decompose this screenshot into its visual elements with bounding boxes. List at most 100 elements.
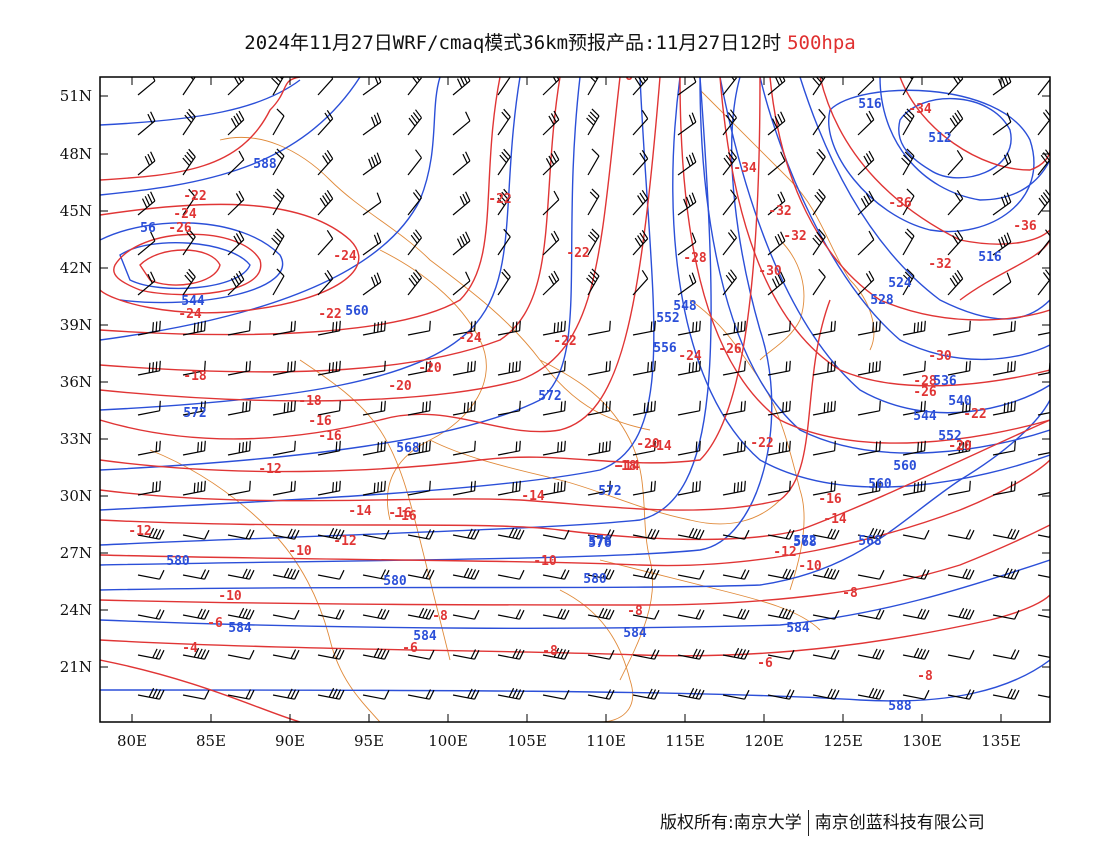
wind-barb bbox=[452, 609, 480, 620]
wind-barb bbox=[317, 149, 334, 176]
wind-barb bbox=[317, 269, 334, 296]
wind-barb bbox=[902, 320, 926, 336]
wind-barb bbox=[722, 269, 737, 296]
temperature-contour bbox=[819, 77, 1050, 245]
height-contour bbox=[879, 77, 1050, 201]
wind-barb bbox=[542, 440, 566, 456]
temperature-contour bbox=[100, 459, 1050, 567]
province-border bbox=[299, 359, 451, 661]
temperature-contour bbox=[959, 239, 1050, 301]
wind-barb bbox=[722, 400, 746, 416]
height-contour bbox=[100, 399, 1050, 591]
wind-barb bbox=[407, 77, 422, 96]
wind-barb bbox=[137, 687, 165, 700]
height-label: 576 bbox=[588, 536, 612, 551]
wind-barb bbox=[407, 400, 431, 416]
wind-barb bbox=[317, 440, 341, 456]
wind-barb bbox=[497, 400, 521, 416]
wind-barb bbox=[362, 77, 382, 96]
wind-barb bbox=[632, 229, 649, 256]
temperature-label: -32 bbox=[783, 229, 806, 244]
wind-barb bbox=[812, 360, 836, 376]
wind-barb bbox=[587, 689, 615, 700]
wind-barb bbox=[137, 231, 156, 256]
height-label: 584 bbox=[786, 621, 810, 636]
wind-barb bbox=[362, 232, 382, 256]
wind-barb bbox=[677, 648, 705, 660]
wind-barb bbox=[767, 400, 791, 416]
height-contour bbox=[672, 77, 1050, 488]
wind-barb bbox=[182, 647, 210, 660]
wind-barb bbox=[857, 320, 881, 336]
wind-barb bbox=[182, 360, 206, 376]
province-borders bbox=[149, 89, 875, 722]
wind-barb bbox=[587, 607, 615, 620]
temperature-contour bbox=[100, 659, 301, 722]
wind-barb bbox=[1037, 362, 1050, 376]
wind-barb bbox=[362, 192, 382, 216]
wind-barb bbox=[722, 608, 750, 620]
wind-barb bbox=[227, 270, 245, 296]
temperature-label: -16 bbox=[818, 492, 842, 507]
height-contour bbox=[119, 242, 251, 290]
wind-barb bbox=[1037, 492, 1050, 496]
wind-barb bbox=[407, 229, 422, 256]
temperature-label: -8 bbox=[627, 604, 643, 619]
height-label: 580 bbox=[166, 554, 190, 569]
wind-barb bbox=[407, 649, 435, 660]
wind-barb bbox=[452, 480, 476, 496]
temperature-label: -10 bbox=[798, 559, 822, 574]
wind-barb bbox=[272, 567, 300, 580]
wind-barb bbox=[992, 528, 1020, 540]
height-label: 560 bbox=[868, 477, 892, 492]
height-contour bbox=[100, 222, 284, 304]
temperature-label: -24 bbox=[458, 331, 482, 346]
wind-barb bbox=[362, 152, 382, 176]
wind-barb bbox=[542, 529, 570, 540]
wind-barb bbox=[497, 268, 511, 296]
wind-barb bbox=[857, 270, 875, 296]
height-label: 572 bbox=[793, 534, 816, 549]
wind-barb bbox=[722, 569, 750, 580]
temperature-label: -20 bbox=[388, 379, 412, 394]
wind-barb bbox=[317, 320, 341, 336]
temperature-label: -10 bbox=[533, 554, 557, 569]
wind-barb bbox=[812, 440, 836, 456]
wind-barb bbox=[677, 400, 701, 416]
temperature-label: -18 bbox=[183, 369, 207, 384]
height-label: 556 bbox=[653, 341, 677, 356]
province-border bbox=[219, 136, 651, 431]
wind-barb bbox=[677, 112, 697, 136]
wind-barb bbox=[947, 400, 971, 416]
wind-barb bbox=[722, 440, 746, 456]
wind-barb bbox=[272, 528, 300, 540]
wind-barb bbox=[317, 400, 341, 416]
wind-barb bbox=[902, 108, 915, 136]
wind-barb bbox=[272, 188, 285, 216]
lon-label: 110E bbox=[586, 732, 626, 750]
wind-barb bbox=[677, 192, 697, 216]
wind-barb bbox=[542, 150, 560, 176]
temperature-label: -32 bbox=[928, 257, 951, 272]
temperature-contour bbox=[100, 77, 301, 181]
temperature-label: -6 bbox=[207, 616, 223, 631]
wind-barb bbox=[497, 527, 525, 540]
wind-barb bbox=[452, 400, 476, 416]
wind-barb bbox=[137, 320, 161, 336]
wind-barb bbox=[677, 480, 701, 496]
wind-barb bbox=[227, 529, 255, 540]
lon-label: 100E bbox=[428, 732, 468, 750]
wind-barb bbox=[272, 649, 300, 660]
wind-barb bbox=[632, 609, 660, 620]
wind-barb bbox=[317, 527, 345, 540]
temperature-label: -24 bbox=[678, 349, 702, 364]
wind-barb bbox=[1037, 654, 1050, 658]
wind-barb bbox=[902, 529, 930, 540]
wind-barb bbox=[452, 320, 476, 336]
temperature-label: -14 bbox=[616, 459, 640, 474]
height-contour bbox=[898, 97, 1012, 179]
temperature-label: -12 bbox=[773, 545, 796, 560]
wind-barb bbox=[677, 320, 701, 336]
wind-barb bbox=[137, 527, 165, 540]
temperature-contour bbox=[100, 77, 621, 402]
